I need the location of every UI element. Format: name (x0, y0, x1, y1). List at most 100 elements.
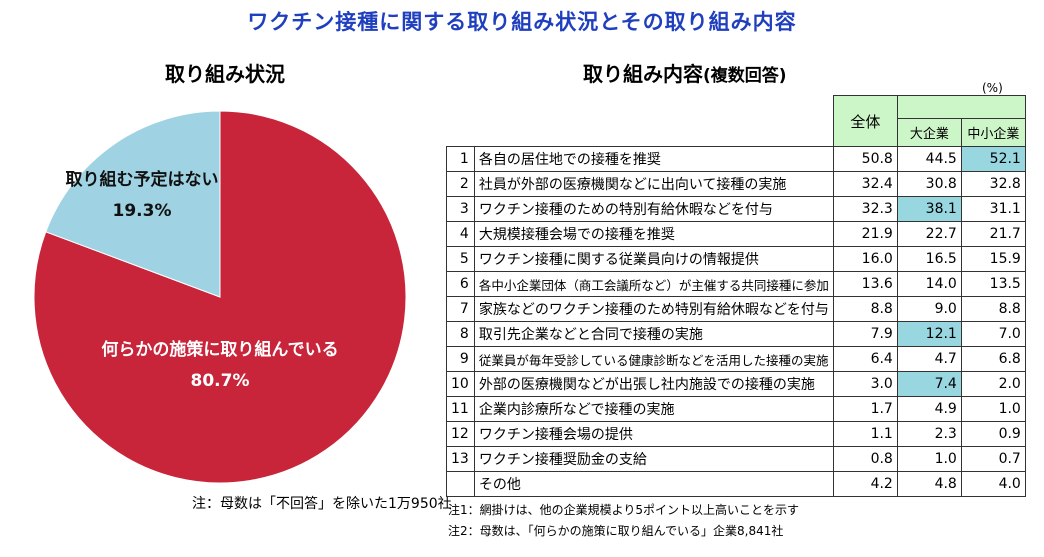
table-title-paren: (複数回答) (703, 66, 787, 86)
table-title-main: 取り組み内容 (583, 62, 703, 86)
row-value-sme: 7.0 (960, 321, 1026, 347)
row-value-all: 1.1 (832, 421, 898, 447)
row-value-sme: 13.5 (960, 271, 1026, 297)
row-value-large: 9.0 (896, 296, 962, 322)
row-value-all: 32.4 (832, 171, 898, 197)
row-number: 3 (446, 196, 475, 222)
row-number (446, 471, 475, 497)
row-value-sme: 52.1 (960, 146, 1026, 172)
row-item: 家族などのワクチン接種のため特別有給休暇などを付与 (473, 296, 834, 322)
table-row: 13 ワクチン接種奨励金の支給 0.8 1.0 0.7 (446, 446, 1026, 472)
table-footnote-2: 注2：母数は、「何らかの施策に取り組んでいる」企業8,841社 (448, 524, 784, 538)
row-value-sme: 4.0 (960, 471, 1026, 497)
row-value-all: 7.9 (832, 321, 898, 347)
pie-label-main-name: 何らかの施策に取り組んでいる (101, 340, 339, 360)
row-value-sme: 6.8 (960, 346, 1026, 372)
pie-chart: 取り組む予定はない 19.3% 何らかの施策に取り組んでいる 80.7% (30, 107, 410, 487)
row-value-large: 44.5 (896, 146, 962, 172)
pie-label-none: 取り組む予定はない 19.3% (52, 165, 232, 227)
table-footnote-1: 注1：網掛けは、他の企業規模より5ポイント以上高いことを示す (448, 503, 800, 517)
table-row: 3 ワクチン接種のための特別有給休暇などを付与 32.3 38.1 31.1 (446, 196, 1026, 222)
row-number: 10 (446, 371, 475, 397)
row-value-sme: 8.8 (960, 296, 1026, 322)
table-row: 8 取引先企業などと合同で接種の実施 7.9 12.1 7.0 (446, 321, 1026, 347)
row-value-sme: 2.0 (960, 371, 1026, 397)
row-value-large: 12.1 (896, 321, 962, 347)
pie-footnote: 注：母数は「不回答」を除いた1万950社 (192, 496, 452, 512)
row-number: 13 (446, 446, 475, 472)
row-value-sme: 15.9 (960, 246, 1026, 272)
row-value-sme: 31.1 (960, 196, 1026, 222)
row-number: 2 (446, 171, 475, 197)
row-value-large: 4.8 (896, 471, 962, 497)
pie-label-main-value: 80.7% (190, 371, 250, 391)
table-row: 4 大規模接種会場での接種を推奨 21.9 22.7 21.7 (446, 221, 1026, 247)
row-number: 5 (446, 246, 475, 272)
table-footnotes: 注1：網掛けは、他の企業規模より5ポイント以上高いことを示す 注2：母数は、「何… (448, 500, 799, 542)
pie-slice-0 (33, 110, 407, 484)
pie-label-none-value: 19.3% (112, 201, 172, 221)
row-number: 1 (446, 146, 475, 172)
row-value-sme: 32.8 (960, 171, 1026, 197)
header-large: 大企業 (896, 118, 962, 147)
pie-chart-svg (33, 110, 407, 484)
row-value-all: 0.8 (832, 446, 898, 472)
row-value-all: 21.9 (832, 221, 898, 247)
pie-slice-1 (45, 110, 221, 298)
table-row: 6 各中小企業団体（商工会議所など）が主催する共同接種に参加 13.6 14.0 13.… (446, 271, 1026, 297)
table-header-row: 全体 (447, 95, 1026, 147)
table-row: 1 各自の居住地での接種を推奨 50.8 44.5 52.1 (446, 146, 1026, 172)
row-item: その他 (473, 471, 834, 497)
row-value-all: 50.8 (832, 146, 898, 172)
row-item: ワクチン接種のための特別有給休暇などを付与 (473, 196, 834, 222)
row-item: ワクチン接種会場の提供 (473, 421, 834, 447)
row-value-all: 6.4 (832, 346, 898, 372)
row-value-all: 32.3 (832, 196, 898, 222)
row-number: 12 (446, 421, 475, 447)
row-item: ワクチン接種奨励金の支給 (473, 446, 834, 472)
row-value-sme: 1.0 (960, 396, 1026, 422)
row-item: 各自の居住地での接種を推奨 (473, 146, 834, 172)
row-number: 7 (446, 296, 475, 322)
table-subheader-row: 大企業 中小企業 (447, 118, 1026, 147)
row-value-sme: 0.9 (960, 421, 1026, 447)
data-table: 全体 大企業 中小企業 1 各自の居住地での接種を推奨 50.8 44.5 52.1 2 社… (446, 95, 1026, 497)
row-item: 外部の医療機関などが出張し社内施設での接種の実施 (473, 371, 834, 397)
main-title: ワクチン接種に関する取り組み状況とその取り組み内容 (247, 10, 797, 34)
row-value-large: 30.8 (896, 171, 962, 197)
row-value-large: 22.7 (896, 221, 962, 247)
table-row: 11 企業内診療所などで接種の実施 1.7 4.9 1.0 (446, 396, 1026, 422)
pie-label-main: 何らかの施策に取り組んでいる 80.7% (90, 335, 350, 397)
table-unit: (%) (982, 81, 1003, 95)
row-value-all: 4.2 (832, 471, 898, 497)
row-value-large: 2.3 (896, 421, 962, 447)
header-all: 全体 (832, 95, 898, 147)
row-value-sme: 0.7 (960, 446, 1026, 472)
row-item: 従業員が毎年受診している健康診断などを活用した接種の実施 (473, 346, 834, 372)
row-value-large: 7.4 (896, 371, 962, 397)
row-value-all: 16.0 (832, 246, 898, 272)
row-item: 取引先企業などと合同で接種の実施 (473, 321, 834, 347)
table-row: 5 ワクチン接種に関する従業員向けの情報提供 16.0 16.5 15.9 (446, 246, 1026, 272)
row-number: 9 (446, 346, 475, 372)
row-value-large: 4.9 (896, 396, 962, 422)
row-item: 企業内診療所などで接種の実施 (473, 396, 834, 422)
row-item: 各中小企業団体（商工会議所など）が主催する共同接種に参加 (473, 271, 834, 297)
row-item: ワクチン接種に関する従業員向けの情報提供 (473, 246, 834, 272)
table-row: その他 4.2 4.8 4.0 (446, 471, 1026, 497)
table-row: 7 家族などのワクチン接種のため特別有給休暇などを付与 8.8 9.0 8.8 (446, 296, 1026, 322)
pie-label-none-name: 取り組む予定はない (65, 170, 219, 190)
row-item: 社員が外部の医療機関などに出向いて接種の実施 (473, 171, 834, 197)
table-title: 取り組み内容(複数回答) (583, 58, 787, 87)
row-value-large: 38.1 (896, 196, 962, 222)
row-value-all: 1.7 (832, 396, 898, 422)
row-value-all: 13.6 (832, 271, 898, 297)
row-number: 11 (446, 396, 475, 422)
row-value-large: 1.0 (896, 446, 962, 472)
table-row: 12 ワクチン接種会場の提供 1.1 2.3 0.9 (446, 421, 1026, 447)
row-number: 8 (446, 321, 475, 347)
header-sme: 中小企業 (960, 118, 1026, 147)
row-value-all: 8.8 (832, 296, 898, 322)
row-value-large: 4.7 (896, 346, 962, 372)
row-item: 大規模接種会場での接種を推奨 (473, 221, 834, 247)
